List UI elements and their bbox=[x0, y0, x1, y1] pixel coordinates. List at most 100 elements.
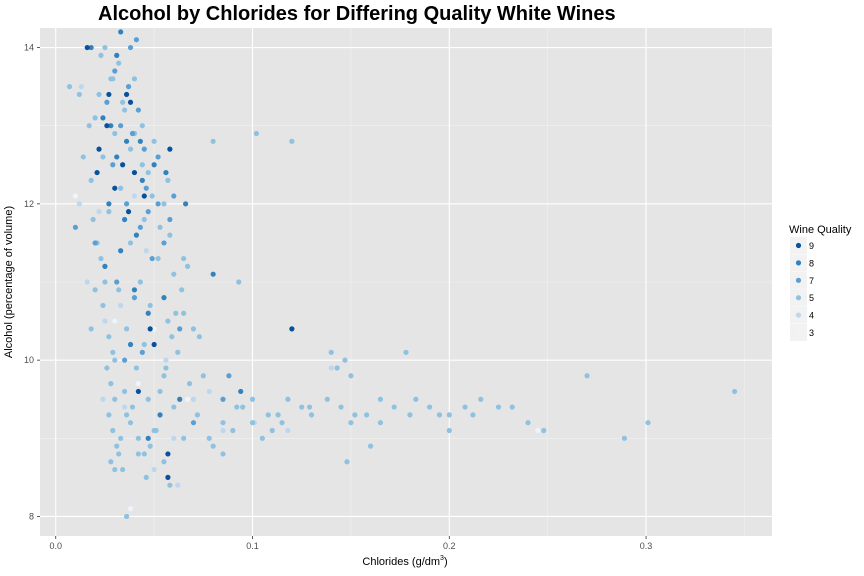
data-point-quality-5 bbox=[106, 209, 112, 215]
data-point-quality-5 bbox=[169, 334, 175, 340]
data-point-quality-5 bbox=[167, 232, 173, 238]
data-point-quality-5 bbox=[131, 76, 138, 82]
data-point-quality-5 bbox=[161, 459, 167, 465]
data-point-quality-7 bbox=[149, 255, 155, 262]
data-point-quality-5 bbox=[76, 91, 82, 98]
data-point-quality-5 bbox=[98, 52, 104, 58]
data-point-quality-8 bbox=[118, 248, 124, 254]
data-point-quality-8 bbox=[127, 341, 134, 348]
data-point-quality-5 bbox=[127, 420, 134, 426]
minor-gridlines bbox=[40, 28, 772, 536]
data-point-quality-5 bbox=[112, 466, 118, 473]
data-point-quality-5 bbox=[249, 396, 256, 402]
data-point-quality-5 bbox=[116, 451, 122, 457]
data-point-quality-5 bbox=[470, 412, 476, 418]
data-point-quality-5 bbox=[175, 349, 181, 355]
data-point-quality-5 bbox=[275, 412, 281, 418]
data-point-quality-7 bbox=[167, 216, 173, 223]
data-point-quality-5 bbox=[123, 326, 130, 332]
data-point-quality-7 bbox=[131, 295, 138, 301]
data-point-quality-5 bbox=[265, 412, 271, 418]
data-point-quality-5 bbox=[102, 44, 108, 51]
legend-label: 3 bbox=[809, 328, 814, 338]
data-point-quality-5 bbox=[236, 279, 242, 285]
data-point-quality-3 bbox=[184, 396, 191, 402]
data-point-quality-7 bbox=[161, 240, 167, 246]
data-point-quality-4 bbox=[76, 201, 82, 207]
data-point-quality-3 bbox=[127, 506, 134, 512]
data-point-quality-5 bbox=[173, 310, 179, 316]
data-point-quality-9 bbox=[165, 474, 171, 480]
legend-key-dot bbox=[795, 329, 802, 336]
data-point-quality-5 bbox=[127, 240, 134, 246]
data-point-quality-8 bbox=[123, 138, 130, 144]
data-point-quality-5 bbox=[342, 357, 348, 363]
data-point-quality-5 bbox=[102, 279, 108, 285]
data-point-quality-5 bbox=[139, 123, 145, 129]
data-point-quality-5 bbox=[348, 420, 354, 426]
data-point-quality-5 bbox=[495, 404, 502, 410]
data-point-quality-5 bbox=[122, 388, 128, 395]
data-point-quality-8 bbox=[177, 396, 183, 402]
data-point-quality-5 bbox=[541, 427, 547, 434]
data-point-quality-7 bbox=[112, 68, 118, 74]
data-point-quality-5 bbox=[161, 201, 167, 207]
data-point-quality-5 bbox=[123, 513, 130, 520]
data-point-quality-5 bbox=[367, 443, 374, 449]
data-point-quality-5 bbox=[106, 334, 112, 340]
data-point-quality-9 bbox=[151, 341, 157, 348]
x-tick-label: 0.3 bbox=[640, 541, 653, 551]
data-point-quality-7 bbox=[129, 130, 136, 137]
data-point-quality-8 bbox=[157, 412, 163, 418]
data-point-quality-9 bbox=[125, 209, 132, 215]
data-point-quality-5 bbox=[88, 326, 94, 332]
data-point-quality-5 bbox=[141, 341, 147, 348]
data-point-quality-8 bbox=[122, 216, 128, 223]
data-point-quality-5 bbox=[220, 420, 226, 426]
data-point-quality-8 bbox=[163, 169, 169, 176]
data-point-quality-5 bbox=[145, 396, 151, 402]
data-point-quality-5 bbox=[181, 310, 187, 316]
y-tick-label: 8 bbox=[29, 511, 34, 521]
data-point-quality-4 bbox=[206, 388, 212, 395]
data-point-quality-5 bbox=[104, 365, 110, 371]
data-point-quality-5 bbox=[165, 177, 171, 183]
data-point-quality-5 bbox=[344, 459, 350, 465]
legend-key-dot bbox=[795, 260, 802, 266]
data-point-quality-9 bbox=[147, 326, 153, 332]
data-point-quality-4 bbox=[84, 279, 90, 285]
data-point-quality-5 bbox=[210, 138, 216, 144]
legend-key-dot bbox=[795, 295, 802, 301]
data-point-quality-5 bbox=[324, 396, 330, 402]
data-point-quality-5 bbox=[446, 427, 452, 434]
data-point-quality-5 bbox=[645, 420, 651, 426]
data-point-quality-7 bbox=[141, 146, 147, 152]
data-point-quality-5 bbox=[190, 326, 197, 332]
y-tick-label: 14 bbox=[24, 43, 34, 53]
data-point-quality-4 bbox=[96, 209, 102, 215]
legend-label: 9 bbox=[809, 241, 814, 251]
data-point-quality-7 bbox=[190, 420, 197, 426]
data-point-quality-5 bbox=[621, 435, 628, 441]
data-point-quality-4 bbox=[171, 435, 177, 441]
data-point-quality-5 bbox=[122, 107, 128, 113]
data-point-quality-7 bbox=[123, 201, 130, 207]
data-point-quality-9 bbox=[84, 44, 90, 51]
data-point-quality-7 bbox=[72, 224, 79, 230]
data-point-quality-5 bbox=[137, 279, 143, 285]
x-axis-ticks: 0.0 0.1 0.2 0.3 bbox=[49, 536, 652, 551]
data-point-quality-9 bbox=[135, 388, 141, 395]
data-point-quality-5 bbox=[147, 302, 153, 309]
data-point-quality-9 bbox=[120, 162, 126, 168]
legend-key-dot bbox=[795, 277, 802, 283]
data-point-quality-9 bbox=[112, 185, 118, 191]
data-point-quality-7 bbox=[171, 193, 177, 199]
data-point-quality-5 bbox=[149, 193, 155, 199]
data-point-quality-9 bbox=[96, 146, 102, 152]
data-point-quality-5 bbox=[108, 459, 114, 465]
data-point-quality-3 bbox=[72, 193, 79, 199]
data-point-quality-5 bbox=[407, 412, 413, 418]
data-point-quality-5 bbox=[186, 381, 193, 387]
data-point-quality-5 bbox=[100, 302, 106, 309]
data-point-quality-5 bbox=[112, 357, 118, 363]
